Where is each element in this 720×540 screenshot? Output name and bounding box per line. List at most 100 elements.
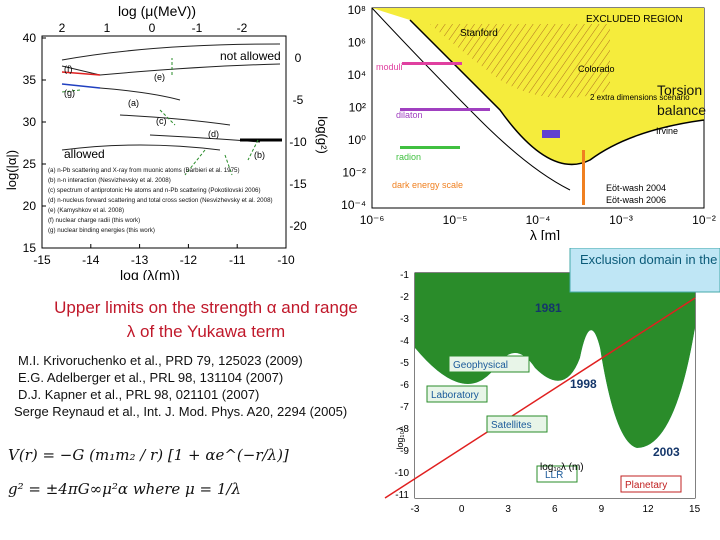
excluded-region-hatch	[430, 24, 610, 98]
label-llr: LLR	[545, 470, 563, 481]
curve-a	[99, 87, 181, 101]
label-radion: radion	[396, 152, 421, 162]
curve-allowed-boundary	[61, 144, 221, 151]
label-allowed: allowed	[64, 147, 105, 161]
torsion-balance-label: Torsion balance	[657, 80, 719, 120]
legend-f: (f) nuclear charge radii (this work)	[48, 217, 140, 224]
ed-x-tick-label: 9	[599, 504, 605, 515]
ed-y-tick-label: -9	[400, 446, 409, 457]
er-y-tick-label: 10²	[349, 101, 366, 115]
top-tick-label: 0	[149, 21, 156, 35]
ed-x-tick-label: 15	[689, 504, 701, 515]
ed-y-tick-label: -1	[400, 270, 409, 281]
box-llr	[536, 465, 578, 483]
er-x-tick-label: 10⁻⁴	[526, 213, 551, 227]
label-a: (a)	[128, 98, 139, 108]
label-eotwash-2006: Eöt-wash 2006	[606, 195, 666, 205]
label-c: (c)	[156, 116, 167, 126]
chart-krivoruchenko: log (μ(MeV)) 2 1 0 -1 -2 40 35 30 25 20 15 -15 -14…	[4, 3, 330, 280]
er-y-tick-label: 10⁰	[348, 133, 366, 147]
y-tick-label: 25	[23, 157, 37, 171]
label-d: (d)	[208, 129, 219, 139]
box-laboratory	[426, 385, 488, 403]
right-tick-label: -5	[293, 93, 304, 107]
label-excluded: EXCLUDED REGION	[586, 14, 683, 25]
legend-g: (g) nuclear binding energies (this work)	[48, 227, 155, 234]
caption-line-1: Upper limits on the strength α and range	[54, 298, 358, 317]
legend-a: (a) n-Pb scattering and X-ray from muoni…	[48, 167, 240, 174]
band-dilaton	[400, 108, 490, 111]
box-planetary	[620, 475, 682, 493]
right-axis-label: log(g²)	[315, 116, 330, 154]
label-not-allowed: not allowed	[220, 49, 281, 63]
ed-y-tick-label: -5	[400, 358, 409, 369]
x-tick-label: -10	[277, 253, 295, 267]
top-tick-label: -1	[192, 21, 203, 35]
x-axis-label: log (λ(m))	[120, 267, 180, 280]
label-geophysical: Geophysical	[453, 360, 508, 371]
right-tick-label: -10	[289, 135, 307, 149]
ed-x-tick-label: 6	[552, 504, 558, 515]
y-axis-label: log(|α|)	[4, 150, 19, 190]
ed-y-tick-label: -10	[395, 468, 410, 479]
curve-g	[61, 83, 101, 89]
top-axis-label: log (μ(MeV))	[118, 3, 196, 19]
ref-adelberger: E.G. Adelberger et al., PRL 98, 131104 (…	[18, 370, 284, 385]
label-b: (b)	[254, 150, 265, 160]
ref-reynaud: Serge Reynaud et al., Int. J. Mod. Phys.…	[14, 404, 348, 419]
plot-frame	[41, 35, 287, 249]
right-tick-label: -20	[289, 219, 307, 233]
arrow-d	[224, 154, 233, 176]
area-allowed	[415, 328, 695, 498]
band-moduli	[402, 62, 462, 65]
y-tick-label: 15	[23, 241, 37, 255]
x-axis-label-right: λ [m]	[530, 227, 560, 240]
legend-b: (b) n-n interaction (Nesvizhevsky et al.…	[48, 177, 171, 184]
curve-c	[119, 114, 231, 126]
er-x-tick-label: 10⁻³	[609, 213, 633, 227]
ed-x-tick-label: 0	[459, 504, 465, 515]
er-y-tick-label: 10⁻⁴	[341, 198, 366, 212]
ref-krivoruchenko: M.I. Krivoruchenko et al., PRD 79, 12502…	[18, 353, 303, 368]
x-tick-label: -11	[229, 253, 246, 267]
domain-title: Exclusion domain in the plane (λ,α)	[580, 252, 720, 267]
y-tick-label: 30	[23, 115, 37, 129]
y-tick-label: 40	[23, 31, 37, 45]
x-tick-label: -12	[180, 253, 198, 267]
x-tick-label: -14	[82, 253, 100, 267]
title-box	[569, 248, 720, 293]
y-tick-label: 35	[23, 73, 37, 87]
ed-x-tick-label: 3	[505, 504, 511, 515]
ed-y-tick-label: -6	[400, 380, 409, 391]
label-planetary: Planetary	[625, 480, 667, 491]
label-irvine: Irvine	[656, 126, 678, 136]
y-tick-label: 20	[23, 199, 37, 213]
domain-y-label: log₁₀λ	[395, 426, 405, 450]
label-2-extra: 2 extra dimensions scenario	[590, 93, 690, 102]
ed-x-tick-label: -3	[411, 504, 420, 515]
box-satellites	[486, 415, 548, 433]
label-g: (g)	[64, 88, 75, 98]
label-dark-energy: dark energy scale	[392, 180, 463, 190]
top-tick-label: 1	[104, 21, 111, 35]
er-x-tick-label: 10⁻⁶	[360, 213, 385, 227]
ed-y-tick-label: -4	[400, 336, 409, 347]
caption-line-2: λ of the Yukawa term	[126, 322, 286, 341]
label-eotwash-2004: Eöt-wash 2004	[606, 183, 666, 193]
top-tick-label: 2	[59, 21, 66, 35]
label-1998: 1998	[570, 377, 597, 391]
legend-c: (c) spectrum of antiprotonic He atoms an…	[48, 187, 261, 194]
er-y-tick-label: 10⁻²	[342, 166, 366, 180]
arrow-b	[247, 139, 259, 161]
curve-stanford	[371, 7, 571, 191]
er-y-tick-label: 10⁴	[347, 68, 366, 82]
legend-e: (e) (Kamyshkov et al. 2008)	[48, 207, 124, 214]
chart-exclusion-domain: Exclusion domain in the plane (λ,α) -1 -2…	[384, 248, 720, 515]
label-f: (f)	[64, 64, 73, 74]
label-e: (e)	[154, 72, 165, 82]
label-satellites: Satellites	[491, 420, 532, 431]
formula-potential: V(r) = −G (m₁m₂ / r) [1 + αe^(−r/λ)]	[8, 446, 289, 464]
ed-y-tick-label: -8	[400, 424, 409, 435]
er-y-tick-label: 10⁶	[348, 36, 366, 50]
diagonal-arrow	[384, 297, 696, 499]
